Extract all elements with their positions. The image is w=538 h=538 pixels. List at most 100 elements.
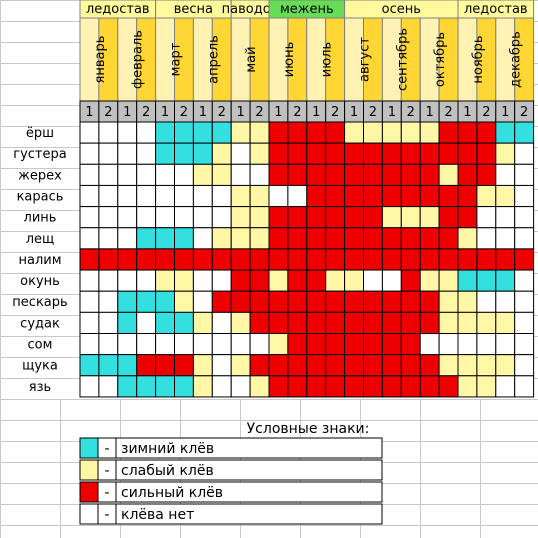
bite-cell [192, 142, 213, 165]
bite-cell [117, 142, 138, 165]
bite-cell [495, 290, 516, 313]
bite-cell [457, 163, 478, 186]
half-label: 2 [293, 105, 301, 120]
bite-cell [457, 227, 478, 250]
bite-cell [381, 290, 402, 313]
bite-cell [287, 375, 308, 398]
half-label: 1 [161, 105, 169, 120]
bite-cell [268, 290, 289, 313]
bite-cell [117, 248, 138, 271]
half-label: 2 [482, 105, 490, 120]
fish-name: сом [28, 338, 53, 353]
bite-cell [98, 142, 119, 165]
half-label: 2 [444, 105, 452, 120]
season-label: межень [280, 2, 334, 17]
bite-cell [344, 227, 365, 250]
bite-cell [438, 121, 459, 144]
bite-cell [438, 290, 459, 313]
bite-cell [495, 311, 516, 335]
bite-cell [211, 121, 232, 144]
bite-cell [419, 206, 440, 229]
legend-title: Условные знаки: [247, 421, 370, 437]
bite-cell [495, 248, 516, 271]
bite-cell [287, 163, 308, 186]
bite-cell [306, 354, 327, 377]
bite-cell [325, 269, 346, 292]
legend-swatch [79, 437, 99, 459]
bite-cell [419, 290, 440, 313]
half-label: 1 [463, 105, 471, 120]
legend-dash: - [104, 441, 109, 457]
season-label: ледостав [86, 2, 150, 17]
bite-cell [344, 354, 365, 377]
bite-cell [495, 184, 516, 208]
bite-cell [325, 227, 346, 250]
bite-cell [117, 269, 138, 292]
bite-cell [155, 163, 176, 186]
bite-cell [268, 142, 289, 165]
bite-cell [174, 333, 194, 356]
month-label: июнь [282, 42, 297, 78]
bite-cell [287, 206, 308, 229]
bite-cell [230, 142, 251, 165]
bite-cell [514, 227, 535, 250]
bite-cell [174, 269, 194, 292]
bite-cell [174, 248, 194, 271]
bite-cell [419, 248, 440, 271]
month-label: май [244, 46, 259, 72]
half-label: 2 [142, 105, 150, 120]
bite-cell [192, 248, 213, 271]
bite-cell [268, 248, 289, 271]
bite-cell [363, 375, 383, 398]
bite-cell [287, 269, 308, 292]
bite-cell [514, 375, 535, 398]
bite-cell [230, 184, 251, 208]
bite-cell [268, 311, 289, 335]
bite-cell [268, 354, 289, 377]
bite-cell [268, 375, 289, 398]
bite-cell [287, 227, 308, 250]
bite-cell [155, 311, 176, 335]
bite-cell [287, 354, 308, 377]
legend-swatch [79, 503, 99, 525]
bite-cell [476, 142, 497, 165]
fish-name: линь [24, 211, 57, 226]
bite-cell [381, 184, 402, 208]
bite-cell [476, 248, 497, 271]
bite-cell [117, 311, 138, 335]
bite-cell [174, 375, 194, 398]
bite-cell [249, 269, 270, 292]
bite-cell [211, 269, 232, 292]
month-label: сентябрь [395, 28, 410, 91]
bite-cell [363, 269, 383, 292]
bite-cell [230, 227, 251, 250]
bite-cell [400, 311, 421, 335]
bite-cell [192, 206, 213, 229]
bite-cell [419, 184, 440, 208]
fish-name: язь [29, 380, 51, 395]
half-label: 2 [331, 105, 339, 120]
bite-cell [306, 375, 327, 398]
bite-cell [400, 333, 421, 356]
bite-cell [136, 311, 157, 335]
bite-cell [344, 163, 365, 186]
bite-cell [98, 206, 119, 229]
bite-cell [268, 184, 289, 208]
bite-cell [514, 163, 535, 186]
bite-cell [325, 206, 346, 229]
bite-cell [476, 163, 497, 186]
bite-cell [514, 311, 535, 335]
fish-name: пескарь [12, 295, 67, 310]
half-label: 1 [312, 105, 320, 120]
bite-cell [306, 311, 327, 335]
bite-cell [400, 248, 421, 271]
fish-name: щука [22, 359, 58, 374]
half-label: 1 [501, 105, 509, 120]
bite-cell [211, 333, 232, 356]
bite-cell [192, 333, 213, 356]
half-label: 2 [218, 105, 226, 120]
bite-cell [306, 142, 327, 165]
bite-cell [400, 163, 421, 186]
bite-cell [192, 311, 213, 335]
bite-cell [363, 333, 383, 356]
